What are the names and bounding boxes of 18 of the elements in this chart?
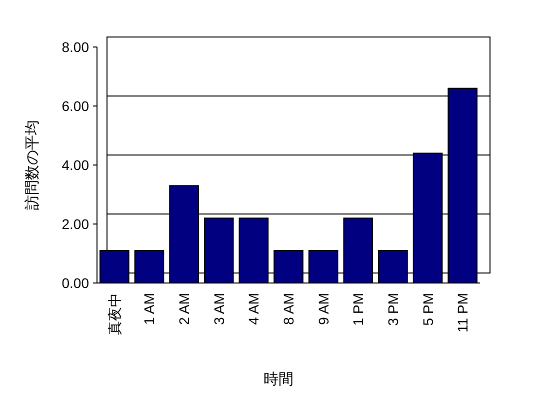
x-tick-label: 1 AM (141, 293, 158, 325)
x-tick-label: 1 PM (350, 293, 366, 326)
x-tick-label: 2 AM (176, 293, 192, 325)
x-tick-label: 真夜中 (106, 293, 122, 335)
x-axis-title: 時間 (264, 371, 294, 388)
y-tick-label: 6.00 (62, 98, 90, 114)
x-tick-label: 4 AM (246, 293, 262, 325)
x-tick-label: 9 AM (315, 293, 332, 325)
y-axis-title: 訪問数の平均 (24, 120, 41, 210)
y-tick-label: 8.00 (62, 39, 90, 55)
y-tick-label: 2.00 (62, 216, 90, 232)
x-tick-label: 3 PM (384, 293, 401, 326)
y-tick-label: 0.00 (62, 275, 90, 291)
x-tick-label: 11 PM (454, 293, 471, 332)
y-tick-label: 4.00 (62, 157, 90, 173)
x-tick-label: 5 PM (420, 293, 436, 326)
x-tick-label: 3 AM (210, 293, 227, 325)
x-tick-label: 8 AM (280, 293, 296, 325)
